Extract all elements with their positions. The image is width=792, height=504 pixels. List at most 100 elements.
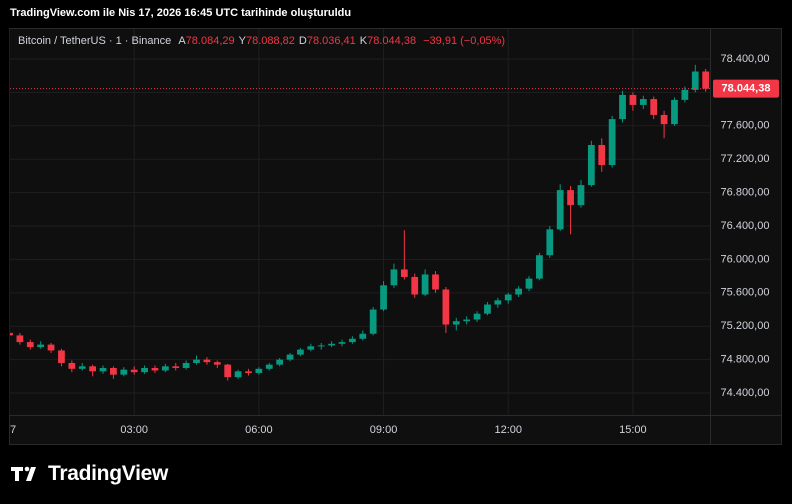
candle-body: [619, 94, 626, 120]
logo: [11, 466, 36, 481]
candle-body: [463, 319, 471, 322]
candle-body: [307, 346, 315, 350]
candle-body: [338, 342, 346, 344]
candle-body: [473, 313, 481, 320]
y-tick-label: 76.000,00: [721, 253, 770, 265]
candle-body: [369, 309, 377, 334]
candle-body: [452, 321, 460, 325]
candle-body: [68, 362, 76, 369]
candle-body: [349, 338, 356, 343]
ohlc-prefix: D: [298, 35, 307, 47]
candle-body: [78, 366, 86, 369]
logo-part: [15, 467, 19, 481]
candle-body: [317, 345, 325, 347]
candle-body: [234, 371, 242, 378]
grid: [9, 29, 710, 415]
ohlc-values: A78.084,29 Y78.088,82 D78.036,41 K78.044,38: [174, 35, 416, 47]
candle-body: [37, 344, 45, 348]
candle-body: [328, 343, 335, 346]
y-tick-label: 77.600,00: [721, 120, 770, 132]
candle-body: [213, 362, 221, 365]
candle-body: [681, 89, 689, 100]
candle-body: [421, 274, 429, 295]
y-tick-label: 74.800,00: [721, 354, 770, 366]
candle-body: [587, 145, 595, 186]
x-tick-label: 7: [10, 424, 16, 436]
ohlc-value: 78.044,38: [367, 35, 417, 47]
candle-body: [629, 94, 637, 105]
candle-body: [546, 229, 554, 256]
candle-body: [276, 359, 284, 365]
candle-body: [650, 99, 658, 115]
candle-body: [245, 371, 252, 373]
price-change: −39,91 (−0,05%): [423, 35, 506, 47]
y-tick-label: 77.200,00: [721, 153, 770, 165]
chart-pane: [9, 28, 782, 445]
candle-body: [504, 294, 512, 301]
candle-body: [608, 119, 616, 166]
candle-body: [120, 369, 128, 375]
y-tick-label: 76.400,00: [721, 220, 770, 232]
y-tick-label: 74.400,00: [721, 387, 770, 399]
candles: [10, 64, 710, 381]
candle-body: [224, 364, 232, 378]
candle-body: [411, 276, 419, 295]
candle-body: [172, 366, 180, 368]
candle-body: [286, 354, 294, 360]
y-tick-label: 78.400,00: [721, 53, 770, 65]
candle-body: [577, 185, 585, 206]
candle-body: [89, 366, 96, 372]
candle-body: [639, 99, 647, 105]
candle-body: [10, 332, 13, 336]
ohlc-prefix: Y: [238, 35, 246, 47]
x-tick-label: 15:00: [619, 424, 647, 436]
candle-body: [442, 289, 450, 325]
logo-part: [24, 466, 30, 472]
ohlc-prefix: K: [359, 35, 368, 47]
candle-body: [515, 288, 523, 295]
candle-body: [182, 362, 190, 368]
candle-body: [691, 71, 699, 90]
candle-body: [671, 99, 678, 125]
symbol: Bitcoin / TetherUS · 1 · Binance: [18, 35, 172, 47]
y-tick-label: 76.800,00: [721, 187, 770, 199]
branding: TradingView: [48, 462, 169, 485]
symbol-header: Bitcoin / TetherUS · 1 · Binance A78.084…: [18, 35, 505, 47]
candle-body: [525, 278, 533, 289]
candle-body: [193, 359, 200, 363]
ohlc-prefix: A: [178, 35, 186, 47]
logo-part: [26, 467, 36, 481]
candle-body: [536, 255, 543, 279]
candle-body: [130, 369, 138, 373]
candle-body: [99, 367, 107, 372]
axes: 74.400,00 74.800,00 75.200,00 75.600,00 76.0…: [10, 53, 779, 436]
last-price-label: 78.044,38: [722, 83, 771, 95]
candle-body: [265, 364, 273, 369]
candle-body: [47, 344, 55, 351]
candle-body: [359, 333, 367, 339]
ohlc-value: 78.084,29: [185, 35, 235, 47]
candle-body: [556, 190, 564, 230]
candle-body: [110, 367, 117, 375]
candle-body: [58, 350, 65, 363]
candle-body: [141, 367, 148, 373]
ohlc-value: 78.036,41: [306, 35, 356, 47]
candle-body: [567, 190, 574, 206]
candle-body: [660, 114, 668, 125]
x-tick-label: 09:00: [370, 424, 398, 436]
ohlc-value: 78.088,82: [245, 35, 295, 47]
candle-body: [494, 300, 502, 305]
last-price-box: [713, 79, 779, 98]
candle-body: [203, 359, 211, 363]
candle-body: [26, 342, 34, 348]
candle-body: [432, 274, 439, 290]
candle-body: [484, 304, 491, 314]
y-tick-label: 75.600,00: [721, 287, 770, 299]
y-tick-label: 75.200,00: [721, 320, 770, 332]
chart-title: TradingView.com ile Nis 17, 2026 16:45 U…: [10, 7, 352, 19]
candle-body: [297, 349, 304, 355]
x-tick-label: 03:00: [120, 424, 148, 436]
candle-body: [161, 366, 169, 371]
candle-body: [380, 285, 387, 310]
